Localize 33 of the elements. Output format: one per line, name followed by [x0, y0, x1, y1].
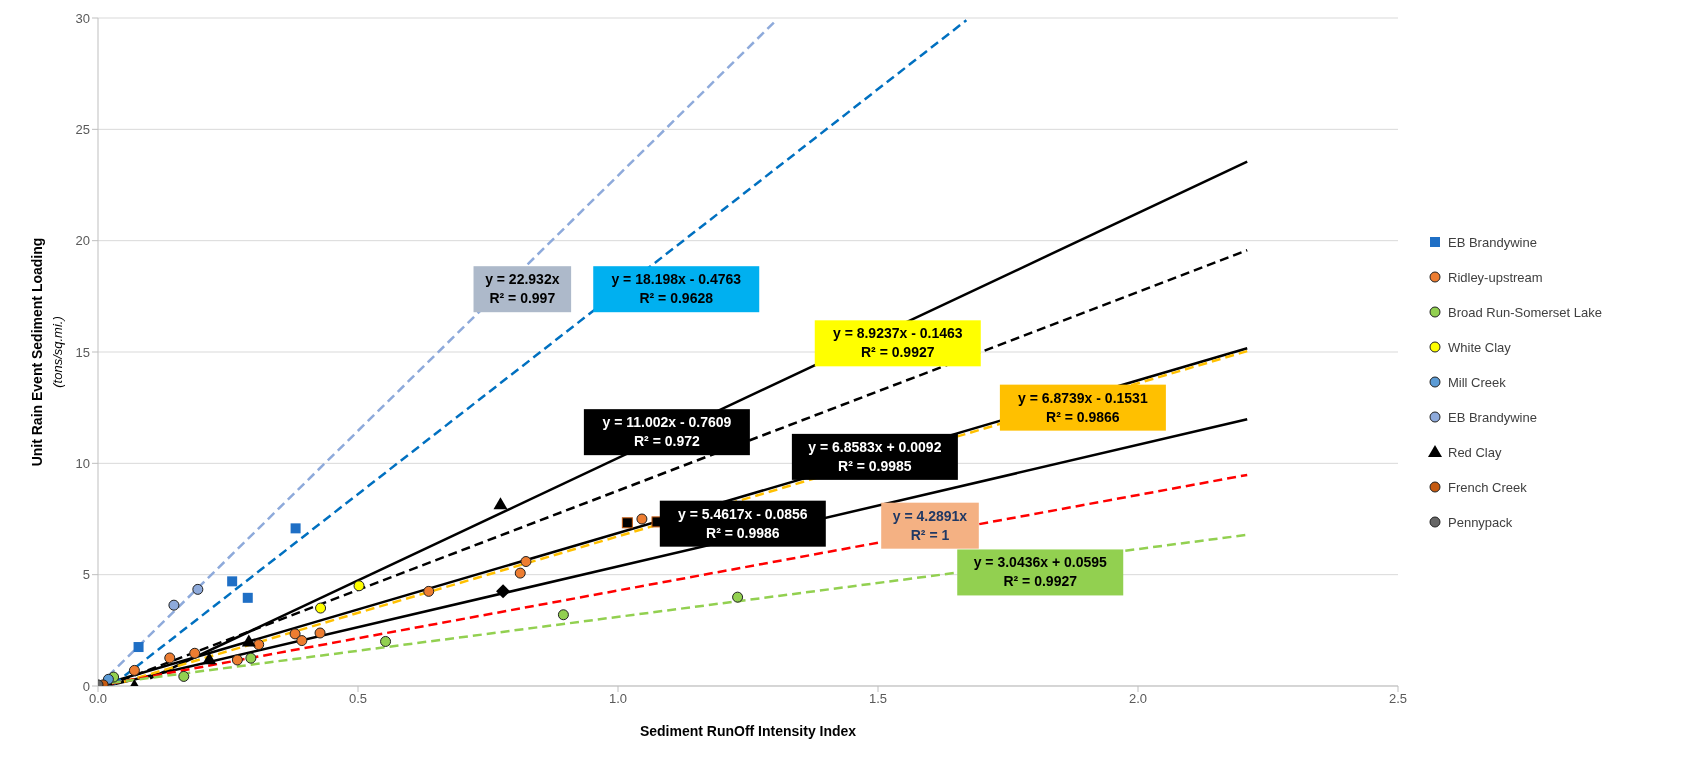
annotation: y = 22.932x R² = 0.997 — [485, 271, 560, 307]
legend-label: French Creek — [1448, 479, 1527, 495]
legend-label: EB Brandywine — [1448, 234, 1537, 250]
annotation: y = 8.9237x - 0.1463 R² = 0.9927 — [832, 325, 963, 361]
y-tick-label: 30 — [75, 10, 90, 26]
x-tick-label: 1.0 — [608, 691, 628, 707]
y-tick-label: 5 — [82, 567, 90, 583]
legend-label: Red Clay — [1448, 444, 1502, 460]
annotation: y = 5.4617x - 0.0856 R² = 0.9986 — [678, 505, 808, 541]
y-tick-label: 20 — [75, 233, 90, 249]
y-tick-label: 10 — [75, 455, 90, 471]
y-tick-label: 15 — [75, 344, 90, 360]
annotation: y = 6.8583x + 0.0092 R² = 0.9985 — [808, 438, 942, 474]
y-tick-label: 25 — [75, 121, 90, 137]
annotation: y = 6.8739x - 0.1531 R² = 0.9866 — [1018, 389, 1148, 425]
legend-label: Broad Run-Somerset Lake — [1448, 304, 1602, 320]
annotation: y = 3.0436x + 0.0595 R² = 0.9927 — [973, 554, 1108, 590]
y-axis-title: Unit Rain Event Sediment Loading (tons/sq.mi.) — [29, 237, 65, 467]
annotation: y = 11.002x - 0.7609 R² = 0.972 — [602, 414, 732, 450]
legend-label: EB Brandywine — [1448, 409, 1537, 425]
x-tick-label: 0.0 — [88, 691, 108, 707]
legend-label: Mill Creek — [1448, 374, 1506, 390]
annotation: y = 18.198x - 0.4763 R² = 0.9628 — [611, 271, 742, 307]
y-tick-label: 0 — [82, 678, 90, 694]
annotation: y = 4.2891x R² = 1 — [892, 507, 968, 543]
x-tick-label: 0.5 — [348, 691, 368, 707]
legend-label: Ridley-upstream — [1448, 269, 1543, 285]
legend-label: Pennypack — [1448, 514, 1513, 530]
x-tick-label: 1.5 — [868, 691, 888, 707]
x-tick-label: 2.0 — [1128, 691, 1148, 707]
legend-label: White Clay — [1448, 339, 1511, 355]
x-tick-label: 2.5 — [1388, 691, 1408, 707]
x-axis-title: Sediment RunOff Intensity Index — [639, 723, 857, 739]
